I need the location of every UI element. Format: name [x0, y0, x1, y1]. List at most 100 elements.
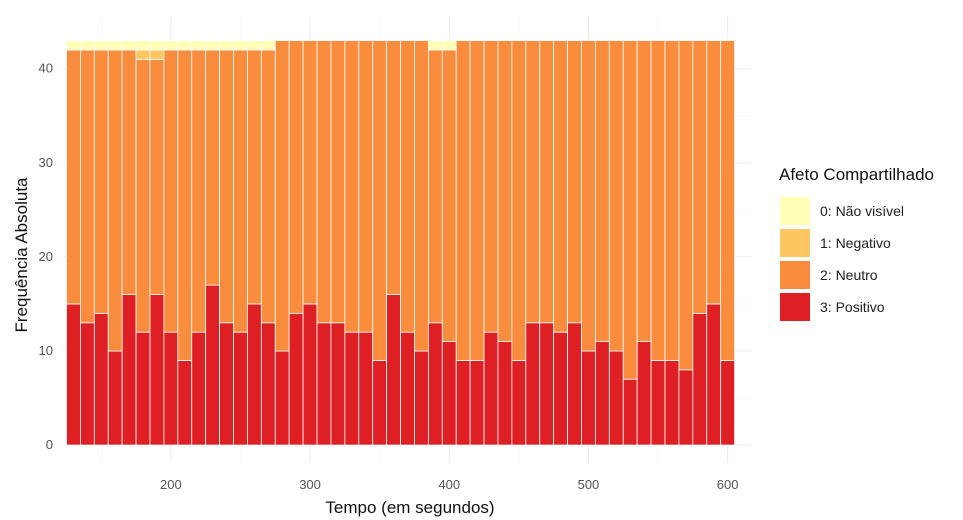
x-tick-label: 500: [578, 477, 600, 492]
bar-segment: [344, 40, 360, 333]
bar-segment: [622, 40, 638, 380]
bar-segment: [525, 322, 541, 446]
legend-label: 0: Não visível: [820, 203, 904, 219]
bar-segment: [427, 322, 443, 446]
bar-segment: [539, 322, 555, 446]
bar-segment: [441, 341, 457, 446]
bar-segment: [233, 49, 248, 333]
bar-segment: [483, 40, 499, 333]
bar-segment: [608, 350, 624, 446]
bar-segment: [121, 294, 137, 446]
bar-segment: [678, 369, 694, 446]
bar-segment: [177, 359, 193, 446]
bar-segment: [581, 40, 596, 352]
bar-segment: [79, 40, 95, 51]
bar-segment: [692, 312, 708, 446]
bar-segment: [66, 303, 81, 446]
bar-segment: [664, 40, 680, 361]
bar-segment: [79, 49, 95, 324]
bar-segment: [608, 40, 624, 352]
bar-segment: [414, 350, 429, 446]
y-tick-label: 40: [39, 61, 53, 76]
bar-segment: [483, 331, 499, 446]
bar-segment: [650, 359, 666, 446]
bar-segment: [107, 49, 123, 352]
bar-segment: [205, 49, 220, 286]
bar-segment: [553, 331, 568, 446]
legend-swatch: [780, 229, 810, 257]
y-tick-label: 0: [46, 437, 53, 452]
bar-segment: [358, 331, 374, 446]
bar-segment: [219, 40, 234, 51]
bar-segment: [455, 359, 471, 446]
x-tick-label: 600: [717, 477, 739, 492]
bar-segment: [191, 331, 207, 446]
y-tick-label: 20: [39, 249, 53, 264]
bar-segment: [135, 40, 151, 51]
bar-segment: [664, 359, 680, 446]
bar-segment: [135, 49, 151, 60]
y-tick-label: 10: [39, 343, 53, 358]
bar-segment: [247, 303, 262, 446]
bar-segment: [79, 322, 95, 446]
bar-segment: [274, 40, 290, 352]
bar-segment: [636, 341, 652, 446]
bar-segment: [149, 294, 165, 446]
bar-segment: [497, 341, 513, 446]
bar-segment: [636, 40, 652, 342]
bar-segment: [177, 40, 193, 51]
bar-segment: [567, 40, 582, 324]
bar-segment: [191, 40, 207, 51]
bar-segment: [400, 331, 415, 446]
legend: Afeto Compartilhado 0: Não visível 1: Neg…: [779, 165, 934, 321]
x-tick-label: 300: [299, 477, 321, 492]
bar-segment: [316, 322, 332, 446]
bar-segment: [678, 40, 694, 371]
bar-segment: [595, 40, 610, 342]
bar-segment: [386, 40, 401, 295]
bar-segment: [219, 322, 234, 446]
bar-segment: [135, 331, 151, 446]
x-axis-ticks: 200 300 400 500 600: [160, 477, 738, 492]
legend-label: 2: Neutro: [820, 267, 878, 283]
bar-segment: [163, 331, 179, 446]
bar-segment: [93, 40, 109, 51]
bar-segment: [511, 359, 527, 446]
bar-segment: [205, 284, 220, 446]
bar-segment: [720, 359, 736, 446]
legend-label: 3: Positivo: [820, 299, 885, 315]
bar-segment: [163, 49, 179, 333]
x-tick-label: 400: [438, 477, 460, 492]
bar-segment: [66, 40, 81, 51]
x-axis-title: Tempo (em segundos): [325, 498, 494, 517]
bar-segment: [469, 359, 485, 446]
bar-segment: [706, 303, 722, 446]
bar-segment: [205, 40, 220, 51]
bar-segment: [581, 350, 596, 446]
legend-swatch: [780, 261, 810, 289]
bar-segment: [66, 49, 81, 305]
bar-segment: [288, 312, 304, 446]
bar-segment: [149, 40, 165, 51]
bar-segment: [595, 341, 610, 446]
bar-segment: [93, 312, 109, 446]
bar-segment: [247, 40, 262, 51]
bar-segment: [720, 40, 736, 361]
y-axis-title: Frequência Absoluta: [12, 177, 31, 333]
bar-segment: [511, 40, 527, 361]
bar-segment: [358, 40, 374, 333]
bar-segment: [441, 49, 457, 342]
y-tick-label: 30: [39, 155, 53, 170]
bar-segment: [191, 49, 207, 333]
bar-segment: [400, 40, 415, 333]
bar-segment: [427, 40, 443, 51]
bar-segment: [302, 40, 318, 305]
bar-segment: [260, 40, 276, 51]
bar-segment: [525, 40, 541, 324]
bars: [66, 40, 736, 446]
bar-segment: [553, 40, 568, 333]
bar-segment: [427, 49, 443, 324]
bar-segment: [149, 49, 165, 60]
legend-label: 1: Negativo: [820, 235, 891, 251]
